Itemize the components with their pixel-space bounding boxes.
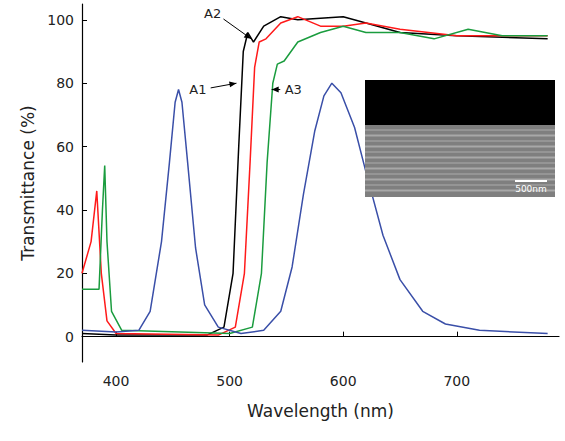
svg-text:40: 40 [56,202,74,218]
svg-text:100: 100 [47,12,74,28]
svg-text:A3: A3 [285,82,302,97]
svg-text:Wavelength (nm): Wavelength (nm) [247,401,394,421]
svg-text:600: 600 [330,373,357,389]
svg-text:60: 60 [56,139,74,155]
svg-text:400: 400 [103,373,130,389]
svg-text:A2: A2 [204,6,221,21]
svg-text:500: 500 [216,373,243,389]
svg-text:20: 20 [56,265,74,281]
svg-text:Transmittance (%): Transmittance (%) [18,105,38,261]
svg-text:A1: A1 [189,82,206,97]
svg-text:500nm: 500nm [515,184,547,194]
svg-text:80: 80 [56,75,74,91]
svg-text:700: 700 [443,373,470,389]
svg-text:0: 0 [65,329,74,345]
